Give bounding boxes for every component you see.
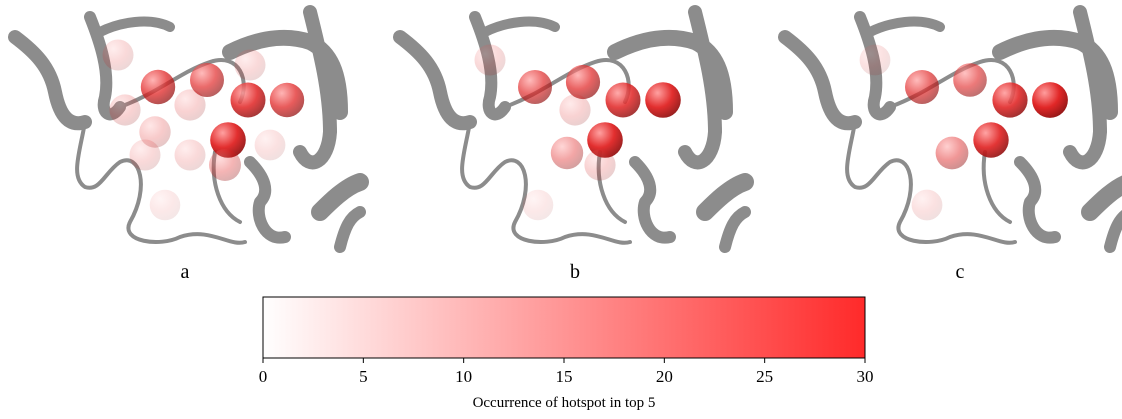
protein-b [400,12,745,247]
hotspot [935,136,969,170]
protein-a [15,12,360,247]
hotspot [518,70,552,104]
hotspot [102,39,134,71]
tick-label: 5 [359,367,368,386]
hotspot [190,63,224,97]
hotspot [584,149,616,181]
hotspot [522,189,554,221]
hotspot [565,64,601,100]
hotspot [174,89,206,121]
hotspot [905,70,939,104]
panel-label: a [181,261,190,283]
hotspot [129,139,161,171]
hotspot [911,189,943,221]
hotspot [645,82,681,118]
hotspot [174,139,206,171]
hotspot [254,129,286,161]
hotspot [953,63,987,97]
tick-label: 30 [857,367,874,386]
hotspot [474,44,506,76]
panel-label: b [570,261,580,283]
hotspot [992,82,1028,118]
panel-label: c [956,261,965,283]
colorbar-label: Occurrence of hotspot in top 5 [473,395,656,411]
hotspot [109,94,141,126]
hotspot [1032,82,1068,118]
hotspot [209,149,241,181]
hotspot [973,122,1009,158]
hotspot [550,136,584,170]
hotspot [234,49,266,81]
hotspot [559,94,591,126]
hotspot [140,69,176,105]
protein-c [785,12,1122,247]
hotspot [859,44,891,76]
tick-label: 15 [556,367,573,386]
tick-label: 0 [259,367,268,386]
hotspot [230,82,266,118]
hotspot [149,189,181,221]
hotspot [587,122,623,158]
hotspot [210,122,246,158]
hotspot [605,82,641,118]
tick-label: 25 [756,367,773,386]
colorbar [262,296,866,359]
hotspots [102,39,1068,221]
hotspot [269,82,305,118]
tick-label: 10 [455,367,472,386]
tick-label: 20 [656,367,673,386]
